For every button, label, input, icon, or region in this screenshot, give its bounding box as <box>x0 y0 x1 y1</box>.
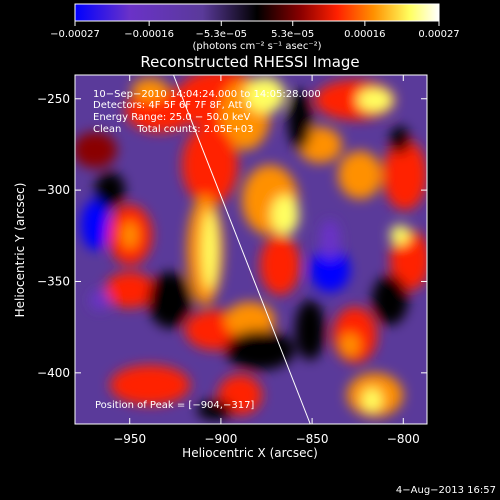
colorbar-ticks: −0.00027 −0.00016 −5.3e−05 5.3e−05 0.00016 0.… <box>50 21 460 40</box>
annotation-time: 10−Sep−2010 14:04:24.000 to 14:05:28.000 <box>93 89 321 100</box>
y-tick-label: −300 <box>37 183 70 197</box>
heatmap-blob <box>225 330 295 370</box>
y-tick-label: −250 <box>37 92 70 106</box>
x-tick-label: −900 <box>204 432 237 446</box>
annotation-detectors: Detectors: 4F 5F 6F 7F 8F, Att 0 <box>93 100 252 111</box>
heatmap-blob <box>110 365 190 405</box>
footer-date: 4−Aug−2013 16:57 <box>396 485 496 496</box>
heatmap-blob <box>225 302 275 338</box>
heatmap-image <box>75 75 427 420</box>
colorbar-unit-label: (photons cm⁻² s⁻¹ asec⁻²) <box>192 41 321 52</box>
heatmap-blob <box>383 140 427 210</box>
x-axis-ticks: −950 −900 −850 −800 <box>113 75 420 446</box>
heatmap-blob <box>320 220 340 260</box>
heatmap-blob <box>105 272 155 308</box>
colorbar-tick-label: 0.00027 <box>418 29 459 40</box>
heatmap-blob <box>310 248 350 292</box>
heatmap-blob <box>122 221 138 249</box>
peak-position-label: Position of Peak = [−904,−317] <box>95 400 254 411</box>
heatmap-blob <box>75 132 117 168</box>
chart-title: Reconstructed RHESSI Image <box>140 53 359 71</box>
x-axis-label: Heliocentric X (arcsec) <box>182 446 318 460</box>
heatmap-blob <box>81 200 109 250</box>
annotation-block: 10−Sep−2010 14:04:24.000 to 14:05:28.000… <box>93 89 321 135</box>
heatmap-blob <box>197 400 233 420</box>
heatmap-blob <box>245 77 285 113</box>
heatmap-blob <box>148 272 192 328</box>
colorbar-tick-label: −0.00027 <box>50 29 100 40</box>
heatmap-blob <box>390 126 410 154</box>
heatmap-blob <box>362 388 382 412</box>
y-axis-ticks: −250 −300 −350 −400 <box>37 92 427 380</box>
colorbar-tick-label: 5.3e−05 <box>271 29 314 40</box>
heatmap-blob <box>182 125 238 205</box>
y-axis-label: Heliocentric Y (arcsec) <box>13 183 27 318</box>
annotation-counts: Clean Total counts: 2.05E+03 <box>93 124 253 135</box>
plot-frame <box>74 74 428 425</box>
heatmap-blob <box>338 151 382 199</box>
heatmap-blob <box>132 78 168 102</box>
x-tick-label: −950 <box>113 432 146 446</box>
heatmap-blob <box>271 195 299 235</box>
heatmap-blob <box>295 300 325 360</box>
heatmap-blob <box>340 333 360 357</box>
heatmap-blob <box>372 275 408 325</box>
heatmap-blob <box>390 230 427 290</box>
heatmap-blob <box>260 235 300 295</box>
x-tick-label: −850 <box>296 432 329 446</box>
heatmap-blob <box>288 90 312 150</box>
limb-line <box>173 75 311 424</box>
heatmap-blob <box>95 172 125 208</box>
colorbar <box>74 3 440 22</box>
heatmap-blob <box>390 225 410 245</box>
colorbar-tick-label: 0.00016 <box>344 29 385 40</box>
annotation-energy: Energy Range: 25.0 − 50.0 keV <box>93 112 250 123</box>
colorbar-tick-label: −0.00016 <box>124 29 174 40</box>
colorbar-tick-label: −5.3e−05 <box>196 29 248 40</box>
x-tick-label: −800 <box>387 432 420 446</box>
y-tick-label: −400 <box>37 366 70 380</box>
heatmap-blob <box>202 210 218 290</box>
y-tick-label: −350 <box>37 274 70 288</box>
heatmap-blob <box>357 88 393 112</box>
heatmap-blob <box>90 290 110 310</box>
